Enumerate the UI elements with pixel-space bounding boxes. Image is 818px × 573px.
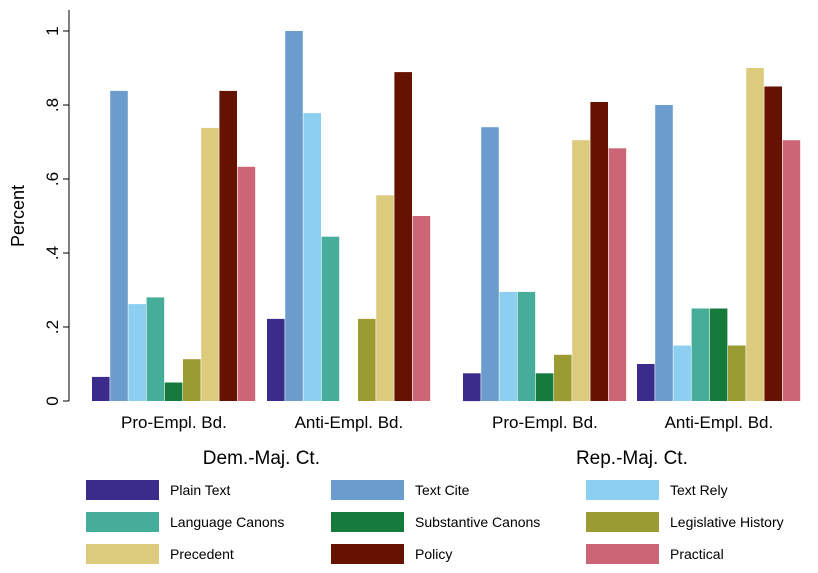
bar-legislative-history-1 [358, 318, 376, 401]
legend-label: Precedent [170, 546, 234, 562]
y-axis: 0 .2 .4 .6 .8 1 [43, 10, 70, 406]
y-tick-label: 1 [43, 26, 62, 35]
legend-label: Legislative History [670, 514, 784, 530]
super-group-label: Rep.-Maj. Ct. [576, 448, 688, 469]
bar-precedent-0 [201, 127, 219, 402]
legend-swatch [331, 480, 404, 500]
bar-language-canons-0 [146, 297, 165, 401]
legend-label: Substantive Canons [415, 514, 540, 530]
bar-text-rely-1 [303, 113, 321, 401]
bar-plain-text-0 [92, 376, 110, 401]
group-label: Anti-Empl. Bd. [665, 413, 774, 432]
y-tick-label: 0 [43, 396, 62, 405]
bar-plain-text-3 [637, 364, 655, 401]
bar-practical-1 [412, 216, 431, 401]
group-label: Anti-Empl. Bd. [295, 413, 404, 432]
x-axis-labels: Pro-Empl. Bd. Anti-Empl. Bd. Dem.-Maj. Ct.… [121, 413, 773, 469]
bar-substantive-canons-0 [164, 382, 183, 401]
bar-practical-0 [237, 166, 256, 401]
group-label: Pro-Empl. Bd. [121, 413, 227, 432]
legend-swatch [86, 480, 159, 500]
legend-swatch [586, 480, 659, 500]
legend-label: Practical [670, 546, 724, 562]
legend-label: Text Rely [670, 482, 728, 498]
bar-policy-3 [764, 86, 782, 401]
legend-swatch [586, 544, 659, 564]
bar-text-cite-3 [655, 105, 673, 401]
bar-policy-2 [590, 102, 608, 401]
bar-substantive-canons-2 [535, 373, 554, 402]
bar-plain-text-2 [463, 373, 481, 402]
y-axis-label: Percent [8, 185, 28, 247]
bar-language-canons-2 [517, 291, 536, 401]
bar-precedent-3 [746, 68, 764, 401]
bar-plain-text-1 [267, 318, 285, 401]
legend: Plain Text Text Cite Text Rely Language Can… [86, 480, 784, 564]
bar-text-rely-0 [128, 304, 146, 401]
bar-policy-0 [219, 90, 237, 402]
legend-swatch [331, 512, 404, 532]
legend-label: Language Canons [170, 514, 284, 530]
y-tick-label: .8 [43, 98, 62, 112]
legend-swatch [86, 544, 159, 564]
bar-text-rely-3 [673, 345, 691, 401]
legend-swatch [86, 512, 159, 532]
bar-language-canons-1 [321, 236, 340, 401]
y-tick-label: .6 [43, 172, 62, 186]
bar-legislative-history-0 [183, 359, 201, 401]
bar-legislative-history-2 [554, 354, 572, 402]
bar-legislative-history-3 [728, 345, 746, 401]
bar-text-rely-2 [499, 291, 517, 401]
bar-policy-1 [394, 72, 412, 401]
bar-precedent-1 [376, 195, 394, 401]
bar-text-cite-1 [285, 31, 303, 401]
bar-text-cite-2 [481, 127, 499, 401]
legend-label: Text Cite [415, 482, 470, 498]
y-tick-label: .2 [43, 320, 62, 334]
legend-swatch [586, 512, 659, 532]
bar-language-canons-3 [691, 308, 710, 401]
group-label: Pro-Empl. Bd. [492, 413, 598, 432]
legend-label: Plain Text [170, 482, 231, 498]
legend-swatch [331, 544, 404, 564]
bar-substantive-canons-3 [709, 308, 728, 401]
legend-label: Policy [415, 546, 452, 562]
bar-practical-2 [608, 148, 627, 401]
bars-layer [92, 31, 801, 402]
bar-precedent-2 [572, 140, 590, 401]
bar-text-cite-0 [110, 90, 128, 402]
bar-practical-3 [782, 140, 801, 401]
super-group-label: Dem.-Maj. Ct. [203, 448, 320, 469]
y-tick-label: .4 [43, 246, 62, 260]
